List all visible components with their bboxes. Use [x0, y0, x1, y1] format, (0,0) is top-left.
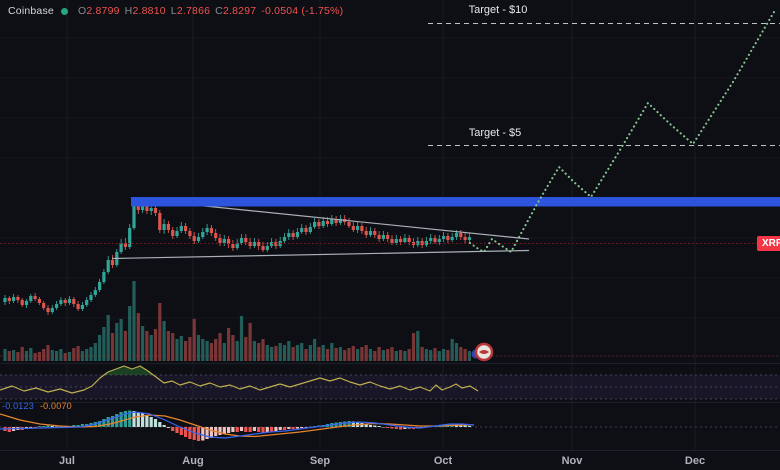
watermark-icon	[468, 341, 496, 368]
low-value: 2.7866	[176, 5, 211, 17]
target-5-label: Target - $5	[468, 127, 522, 139]
low-label: L	[170, 5, 177, 17]
macd-value: -0.0123	[2, 401, 34, 411]
macd-pane	[0, 410, 780, 441]
target-10-label: Target - $10	[468, 4, 528, 16]
open-label: O	[77, 5, 87, 17]
time-axis-label-oct: Oct	[433, 455, 453, 467]
time-axis-label-jul: Jul	[59, 455, 75, 467]
resistance-band	[131, 197, 780, 207]
rsi-pane	[0, 365, 780, 400]
signal-value: -0.0070	[39, 401, 72, 411]
time-axis-label-sep: Sep	[309, 455, 331, 467]
ohlc-legend[interactable]: Coinbase O 2.8799 H 2.8810 L 2.7866 C 2.8297…	[8, 5, 343, 17]
volume-layer	[3, 281, 471, 361]
time-axis-label-dec: Dec	[684, 455, 706, 467]
close-label: C	[215, 5, 223, 17]
time-axis-label-aug: Aug	[182, 455, 204, 467]
time-axis[interactable]: Jul Aug Sep Oct Nov Dec	[0, 450, 780, 470]
target-lines	[428, 23, 780, 146]
price-axis-tag: XRP	[757, 236, 780, 251]
projection-path	[468, 10, 776, 254]
time-axis-label-nov: Nov	[561, 455, 583, 467]
high-value: 2.8810	[132, 5, 166, 17]
high-label: H	[124, 5, 133, 17]
open-value: 2.8799	[86, 5, 120, 17]
close-value: 2.8297	[222, 5, 257, 17]
candles-layer	[3, 199, 471, 315]
change-value: -0.0504 (-1.75%)	[261, 5, 344, 17]
pane-separators	[0, 363, 780, 403]
market-status-dot	[60, 7, 68, 15]
exchange-name: Coinbase	[8, 5, 54, 17]
macd-values: -0.0123 -0.0070	[2, 401, 72, 411]
